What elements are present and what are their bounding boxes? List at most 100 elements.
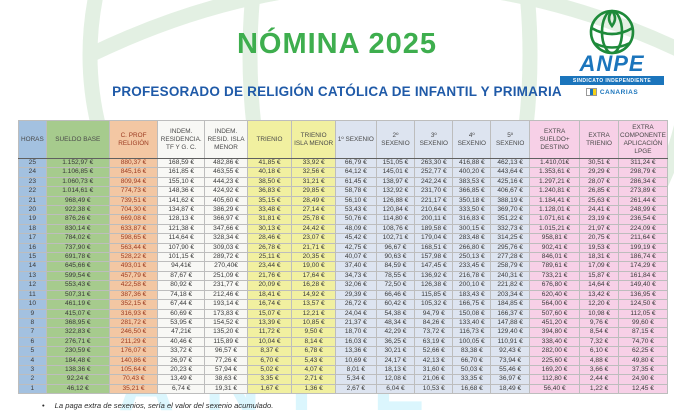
value-cell-c-prof-religion: 739,51 € [108,195,159,207]
value-cell-trienio-isla: 27,14 € [291,205,337,216]
value-cell-sueldo-base: 1.014,61 € [45,186,110,197]
table-row: 16 737,90 €563,44 €107,90 €309,03 €26,78 … [18,242,669,254]
hours-cell: 10 [18,299,47,310]
value-cell-extra-sueldo: 112,80 € [528,374,581,385]
hours-cell: 18 [18,223,47,235]
value-cell-c-prof-religion: 35,21 € [108,383,159,395]
table-row: 12 553,43 €422,58 €80,92 €231,77 €20,09 €… [18,280,669,291]
value-cell-sexenio-4: 50,03 € [452,364,492,376]
hours-cell: 16 [18,242,47,254]
value-cell-sexenio-5: 277,28 € [490,252,530,263]
value-cell-sexenio-1: 24,04 € [335,308,377,319]
value-cell-extra-sueldo: 958,81 € [528,233,581,244]
value-cell-sexenio-3: 221,17 € [414,195,454,207]
value-cell-sexenio-5: 332,73 € [490,223,530,235]
value-cell-sueldo-base: 876,26 € [45,214,110,225]
value-cell-extra-trienio: 29,29 € [579,167,619,178]
value-cell-extra-trienio: 24,41 € [579,205,619,216]
value-cell-extra-trienio: 28,07 € [579,176,619,188]
value-cell-sexenio-4: 300,15 € [452,223,492,235]
table-row: 10 461,19 €352,15 €67,44 €193,14 €16,74 €… [18,299,669,310]
value-cell-indem-residencia: 101,15 € [157,252,206,263]
value-cell-extra-trienio: 18,31 € [579,252,619,263]
value-cell-sueldo-base: 1.106,85 € [45,167,110,178]
value-cell-indem-isla-menor: 270,40€ [204,261,248,272]
value-cell-extra-lpge: 161,84 € [617,270,669,282]
value-cell-extra-trienio: 1,22 € [579,383,619,395]
column-header-sexenio-1: 1º SEXENIO [335,120,377,159]
value-cell-trienio: 3,35 € [246,374,293,385]
value-cell-trienio: 6,70 € [246,355,293,366]
value-cell-sexenio-1: 8,01 € [335,364,377,376]
value-cell-trienio-isla: 33,92 € [291,157,337,169]
value-cell-sexenio-5: 110,91 € [490,336,530,348]
value-cell-extra-lpge: 49,80 € [617,355,669,366]
value-cell-extra-sueldo: 1.128,01 € [528,205,581,216]
value-cell-extra-trienio: 10,98 € [579,308,619,319]
value-cell-sexenio-4: 266,80 € [452,242,492,254]
anpe-logo: ANPE SINDICATO INDEPENDIENTE CANARIAS [560,6,664,96]
value-cell-sexenio-5: 92,43 € [490,346,530,357]
value-cell-trienio: 10,04 € [246,336,293,348]
value-cell-extra-lpge: 298,79 € [617,167,669,178]
table-row: 18 830,14 €633,87 €121,38 €347,66 €30,13 … [18,223,669,235]
value-cell-trienio-isla: 8,14 € [291,336,337,348]
value-cell-trienio-isla: 1,36 € [291,383,337,395]
table-header-row: HORAS SUELDO BASE C. PROF RELIGIÓN INDEM. R… [18,120,669,159]
value-cell-sexenio-4: 83,38 € [452,346,492,357]
value-cell-sexenio-4: 250,13 € [452,252,492,263]
column-header-extra-sueldo: EXTRA SUELDO+ DESTINO [528,120,581,159]
value-cell-sexenio-2: 102,71 € [375,233,416,244]
value-cell-indem-residencia: 47,21€ [157,327,206,338]
value-cell-trienio-isla: 13,57 € [291,299,337,310]
value-cell-sueldo-base: 599,54 € [45,270,110,282]
value-cell-sexenio-5: 166,37 € [490,308,530,319]
value-cell-sexenio-1: 45,42 € [335,233,377,244]
value-cell-sexenio-2: 30,21 € [375,346,416,357]
value-cell-sexenio-5: 462,13 € [490,157,530,169]
value-cell-c-prof-religion: 281,72 € [108,317,159,329]
value-cell-sexenio-3: 136,92 € [414,270,454,282]
value-cell-sexenio-2: 54,38 € [375,308,416,319]
value-cell-c-prof-religion: 528,22 € [108,252,159,263]
value-cell-extra-lpge: 74,70 € [617,336,669,348]
value-cell-sexenio-1: 34,73 € [335,270,377,282]
value-cell-c-prof-religion: 211,29 € [108,336,159,348]
value-cell-sexenio-4: 383,53 € [452,176,492,188]
value-cell-extra-sueldo: 1.410,01€ [528,157,581,169]
value-cell-extra-lpge: 12,45 € [617,383,669,395]
value-cell-sexenio-3: 263,30 € [414,157,454,169]
value-cell-c-prof-religion: 316,93 € [108,308,159,319]
table-row: 19 876,26 €669,08 €128,13 €366,97 €31,81 … [18,214,669,225]
column-header-trienio-isla: TRIENIO ISLA MENOR [291,120,337,159]
value-cell-sexenio-2: 108,76 € [375,223,416,235]
value-cell-trienio: 41,85 € [246,157,293,169]
value-cell-sexenio-5: 184,85 € [490,299,530,310]
value-cell-sexenio-3: 21,06 € [414,374,454,385]
value-cell-c-prof-religion: 422,58 € [108,280,159,291]
value-cell-sueldo-base: 415,07 € [45,308,110,319]
value-cell-c-prof-religion: 493,01 € [108,261,159,272]
value-cell-sexenio-1: 66,79 € [335,157,377,169]
value-cell-indem-residencia: 128,13 € [157,214,206,225]
value-cell-c-prof-religion: 70,43 € [108,374,159,385]
value-cell-indem-residencia: 33,72 € [157,346,206,357]
table-row: 13 599,54 €457,79 €87,67 €251,09 €21,76 €… [18,270,669,282]
value-cell-extra-trienio: 17,09 € [579,261,619,272]
value-cell-indem-residencia: 87,67 € [157,270,206,282]
value-cell-extra-trienio: 30,51 € [579,157,619,169]
value-cell-sexenio-3: 168,51 € [414,242,454,254]
value-cell-c-prof-religion: 352,15 € [108,299,159,310]
table-row: 22 1.014,61 €774,73 €148,36 €424,92 €36,8… [18,186,669,197]
value-cell-sexenio-4: 316,83 € [452,214,492,225]
value-cell-extra-sueldo: 282,00 € [528,346,581,357]
value-cell-sexenio-1: 21,37 € [335,317,377,329]
table-row: 24 1.106,85 €845,16 €161,85 €463,55 €40,1… [18,167,669,178]
value-cell-extra-trienio: 25,63 € [579,195,619,207]
value-cell-sexenio-3: 252,77 € [414,167,454,178]
value-cell-sexenio-3: 231,70 € [414,186,454,197]
column-header-indem-isla-menor: INDEM. RESID. ISLA MENOR [204,120,248,159]
value-cell-sexenio-3: 200,11 € [414,214,454,225]
value-cell-sueldo-base: 691,78 € [45,252,110,263]
value-cell-sexenio-1: 50,76 € [335,214,377,225]
